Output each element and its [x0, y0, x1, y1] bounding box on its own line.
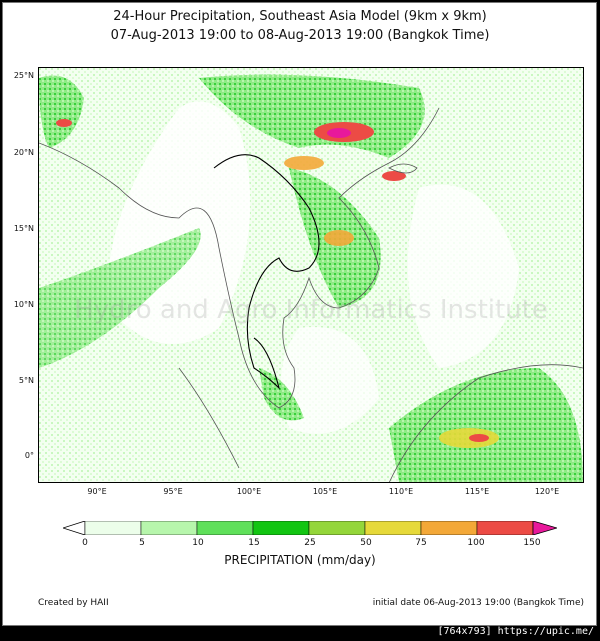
- image-host-tag: [764x793] https://upic.me/: [437, 626, 594, 637]
- lat-label: 0°: [24, 451, 34, 460]
- lat-label: 20°N: [13, 148, 34, 157]
- colorbar-tick: 10: [192, 538, 204, 548]
- colorbar-cell: [196, 521, 254, 535]
- colorbar-cell: [252, 521, 310, 535]
- heavy-rain-core: [382, 171, 406, 181]
- colorbar-tick: 15: [248, 538, 260, 548]
- colorbar-tick: 25: [304, 538, 316, 548]
- lat-label: 15°N: [13, 224, 34, 233]
- moderate-rain-core: [284, 156, 324, 170]
- rain-band-peninsula: [259, 368, 304, 421]
- colorbar-tick: 150: [523, 538, 541, 548]
- colorbar-tick: 0: [82, 538, 88, 548]
- colorbar: [63, 521, 557, 535]
- moderate-rain-core: [324, 230, 354, 246]
- initial-date-text: initial date 06-Aug-2013 19:00 (Bangkok …: [372, 598, 584, 608]
- colorbar-tick: 100: [467, 538, 485, 548]
- rain-band-west: [39, 228, 201, 368]
- colorbar-title: PRECIPITATION (mm/day): [224, 553, 376, 567]
- lon-label: 100°E: [236, 487, 262, 496]
- coastline: [38, 107, 440, 409]
- lon-label: 110°E: [388, 487, 414, 496]
- island-outline: [388, 163, 418, 174]
- rain-band-borneo: [389, 368, 583, 482]
- lon-label: 105°E: [312, 487, 338, 496]
- colorbar-cell: [476, 521, 534, 535]
- credit-text: Created by HAII: [38, 598, 109, 608]
- colorbar-tick: 5: [139, 538, 145, 548]
- clear-area: [281, 326, 379, 434]
- figure-subtitle: 07-Aug-2013 19:00 to 08-Aug-2013 19:00 (…: [110, 28, 490, 43]
- watermark: Hydro and Agro Informatics Institute: [74, 295, 548, 325]
- lon-label: 95°E: [163, 487, 183, 496]
- lon-label: 115°E: [464, 487, 490, 496]
- lon-label: 90°E: [87, 487, 107, 496]
- heavy-rain-core: [56, 119, 72, 127]
- lat-label: 10°N: [13, 300, 34, 309]
- colorbar-cell: [140, 521, 198, 535]
- colorbar-tick: 75: [415, 538, 427, 548]
- precipitation-map: Hydro and Agro Informatics Institute: [38, 67, 584, 484]
- colorbar-cell: [84, 521, 142, 535]
- colorbar-low-arrow: [63, 521, 86, 535]
- colorbar-cell: [420, 521, 478, 535]
- lon-label: 120°E: [534, 487, 560, 496]
- coastline: [388, 364, 584, 484]
- colorbar-cell: [364, 521, 422, 535]
- thailand-border: [213, 154, 320, 390]
- lat-label: 25°N: [13, 71, 34, 80]
- clear-area: [407, 184, 519, 368]
- colorbar-high-arrow: [532, 521, 557, 535]
- extreme-rain-core: [327, 128, 351, 138]
- heavy-rain-core: [469, 434, 489, 442]
- coastline: [178, 367, 240, 469]
- colorbar-tick: 50: [360, 538, 372, 548]
- rain-band-northwest: [39, 75, 84, 148]
- colorbar-cell: [308, 521, 366, 535]
- lat-label: 5°N: [18, 376, 34, 385]
- figure-title: 24-Hour Precipitation, Southeast Asia Mo…: [113, 9, 487, 24]
